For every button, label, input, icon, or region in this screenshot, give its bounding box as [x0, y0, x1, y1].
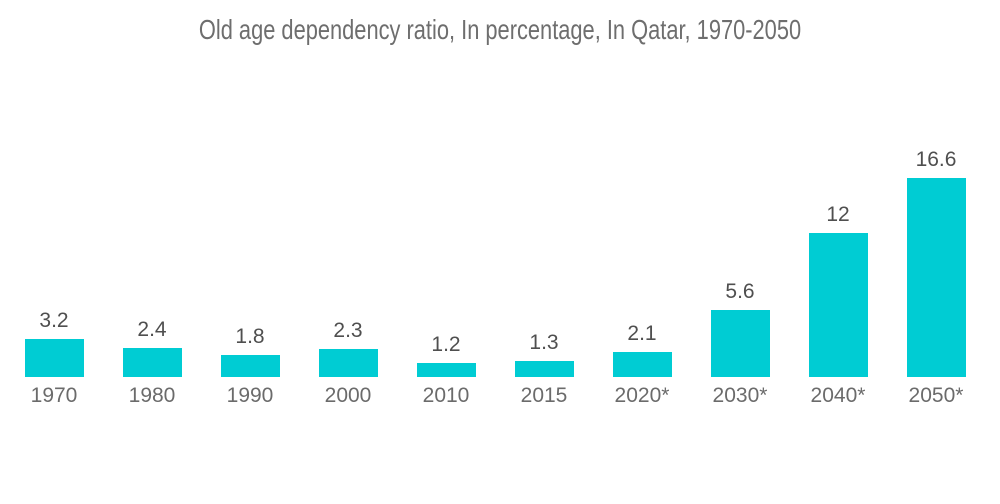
bar-chart: 3.2 1970 2.4 1980 1.8 1990 2.3 2000 1.2 … — [5, 148, 985, 406]
bar-value-label: 1.8 — [235, 325, 265, 349]
chart-title: Old age dependency ratio, In percentage,… — [198, 14, 802, 45]
category-label: 1970 — [30, 384, 78, 407]
bar — [318, 349, 378, 377]
bar-group: 1.8 1990 — [201, 325, 299, 406]
category-label: 2050* — [908, 384, 964, 407]
category-label: 2000 — [324, 384, 372, 407]
bar-group: 5.6 2030* — [691, 280, 789, 406]
category-label: 1980 — [128, 384, 176, 407]
bar-value-label: 12 — [826, 203, 850, 226]
bar-value-label: 1.2 — [431, 332, 461, 356]
bar-value-label: 5.6 — [725, 279, 755, 303]
category-label: 2020* — [614, 384, 670, 407]
bar-group: 12 2040* — [789, 203, 887, 406]
bar — [906, 177, 966, 377]
bar-group: 16.6 2050* — [887, 148, 985, 406]
bar — [710, 309, 770, 377]
category-label: 2030* — [712, 384, 768, 407]
category-label: 2040* — [810, 384, 866, 407]
bar-value-label: 2.4 — [137, 318, 167, 342]
bar-group: 3.2 1970 — [5, 309, 103, 406]
bar — [612, 351, 672, 377]
bar — [808, 233, 868, 377]
category-label: 2015 — [520, 384, 568, 407]
bar-value-label: 2.3 — [333, 319, 363, 343]
category-label: 1990 — [226, 384, 274, 407]
bar-group: 2.4 1980 — [103, 318, 201, 406]
bar-group: 2.3 2000 — [299, 319, 397, 406]
bar — [24, 338, 84, 377]
category-label: 2010 — [422, 384, 470, 407]
bar-group: 1.2 2010 — [397, 333, 495, 406]
bar — [416, 362, 476, 377]
bar — [122, 348, 182, 377]
bar — [514, 361, 574, 377]
bar-value-label: 1.3 — [529, 331, 559, 355]
bar-group: 2.1 2020* — [593, 322, 691, 406]
bar — [220, 355, 280, 377]
bar-value-label: 16.6 — [915, 147, 957, 171]
bar-value-label: 3.2 — [39, 308, 69, 332]
bar-value-label: 2.1 — [627, 321, 657, 345]
bar-group: 1.3 2015 — [495, 331, 593, 406]
